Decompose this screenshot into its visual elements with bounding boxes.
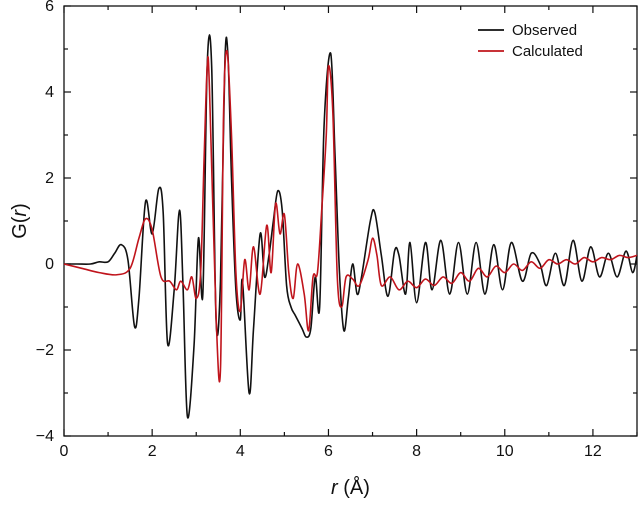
x-axis-title-unit: (Å) <box>338 476 370 499</box>
x-tick-label: 10 <box>496 443 514 460</box>
y-axis-title-var: r <box>9 209 31 217</box>
y-tick-label: −2 <box>36 342 54 359</box>
y-tick-label: 4 <box>45 84 54 101</box>
series-line-calculated <box>63 49 638 383</box>
x-tick-label: 6 <box>324 443 333 460</box>
legend-label-calculated: Calculated <box>512 43 583 60</box>
y-tick-label: −4 <box>36 428 54 445</box>
y-tick-label: 6 <box>45 0 54 15</box>
y-axis-title-prefix: G( <box>9 216 31 239</box>
y-axis-title: G(r) <box>9 203 31 239</box>
series-line-observed <box>64 34 638 419</box>
y-tick-label: 2 <box>45 170 54 187</box>
x-axis-ticks: 0 2 4 6 8 10 12 <box>60 6 638 460</box>
legend: Observed Calculated <box>478 22 583 60</box>
x-tick-label: 0 <box>60 443 69 460</box>
y-tick-label: 0 <box>45 256 54 273</box>
x-tick-label: 8 <box>412 443 421 460</box>
legend-label-observed: Observed <box>512 22 577 39</box>
series-layer <box>63 34 638 419</box>
y-axis-title-suffix: ) <box>9 203 31 210</box>
x-tick-label: 2 <box>148 443 157 460</box>
x-axis-title: r (Å) <box>331 476 370 499</box>
x-tick-label: 12 <box>584 443 602 460</box>
x-tick-label: 4 <box>236 443 245 460</box>
x-axis-title-var: r <box>331 477 339 499</box>
